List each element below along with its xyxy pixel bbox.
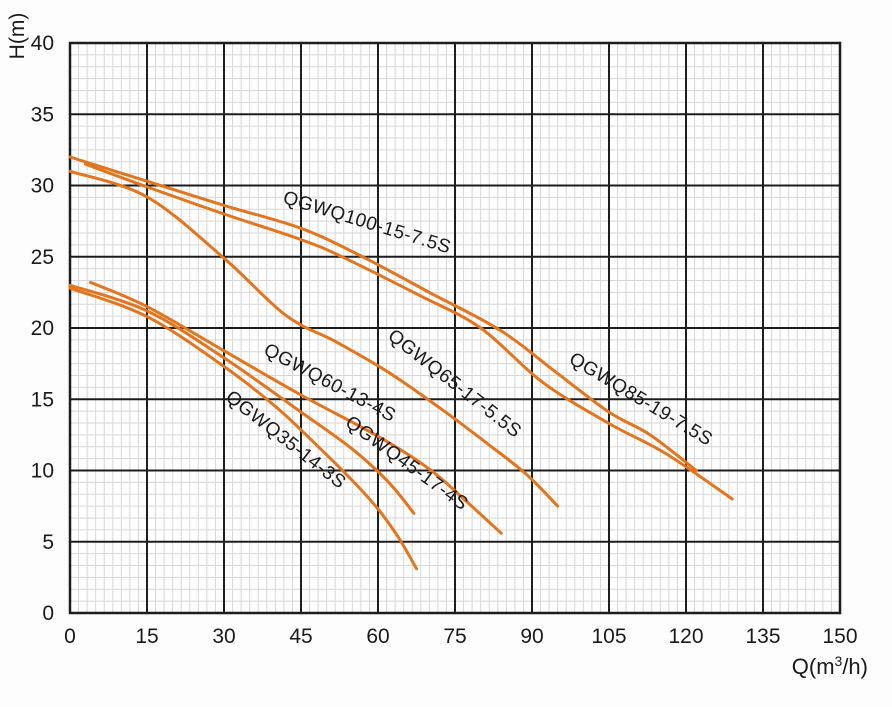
pump-curve-QGWQ35-14-3S xyxy=(68,286,418,571)
y-tick-25: 25 xyxy=(31,246,54,269)
pump-curve-QGWQ65-17-5.5S xyxy=(68,169,560,508)
axis-titles: H(m) Q(m3/h) xyxy=(6,13,868,679)
y-tick-5: 5 xyxy=(42,531,54,554)
x-tick-75: 75 xyxy=(443,625,466,648)
x-tick-0: 0 xyxy=(64,625,76,648)
y-tick-40: 40 xyxy=(31,32,54,55)
x-tick-labels: 0 15 30 45 60 75 90 105 120 135 150 xyxy=(64,625,857,648)
y-tick-10: 10 xyxy=(31,460,54,483)
major-grid xyxy=(69,42,841,614)
pump-curve-QGWQ45-17-4S xyxy=(68,283,416,515)
x-axis-title: Q(m3/h) xyxy=(792,653,868,679)
pump-curve-QGWQ100-15-7.5S xyxy=(68,155,698,472)
y-tick-35: 35 xyxy=(31,103,54,126)
x-tick-105: 105 xyxy=(591,625,626,648)
x-tick-90: 90 xyxy=(520,625,543,648)
pump-curve-QGWQ60-13-4S xyxy=(89,280,503,535)
x-tick-150: 150 xyxy=(822,625,857,648)
y-tick-30: 30 xyxy=(31,175,54,198)
x-tick-135: 135 xyxy=(745,625,780,648)
y-tick-labels: 0 5 10 15 20 25 30 35 40 xyxy=(31,32,54,625)
x-tick-15: 15 xyxy=(135,625,158,648)
y-tick-20: 20 xyxy=(31,317,54,340)
plot-border xyxy=(68,41,842,615)
x-tick-120: 120 xyxy=(668,625,703,648)
pump-curve-QGWQ85-19-7.5S xyxy=(83,162,734,501)
x-tick-60: 60 xyxy=(366,625,389,648)
x-tick-30: 30 xyxy=(212,625,235,648)
y-axis-title: H(m) xyxy=(6,13,29,60)
y-tick-0: 0 xyxy=(42,602,54,625)
y-tick-15: 15 xyxy=(31,388,54,411)
pump-curves xyxy=(68,155,734,571)
x-tick-45: 45 xyxy=(289,625,312,648)
